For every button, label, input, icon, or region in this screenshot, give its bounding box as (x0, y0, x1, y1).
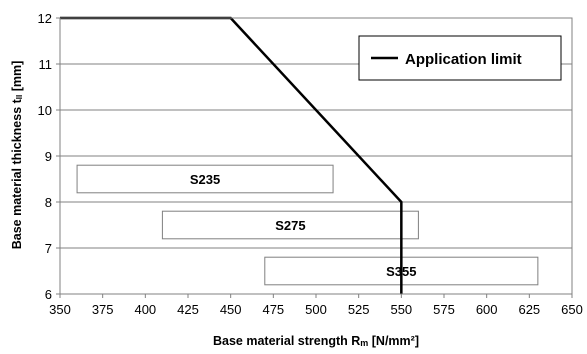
band-label-s235: S235 (190, 172, 220, 187)
y-tick-label: 9 (45, 149, 52, 164)
x-tick-label: 475 (262, 302, 284, 317)
x-tick-label: 525 (348, 302, 370, 317)
y-tick-label: 6 (45, 287, 52, 302)
x-axis-label: Base material strength Rm [N/mm²] (213, 334, 419, 348)
x-tick-labels: 350 375 400 425 450 475 500 525 550 575 600 625 650 (49, 294, 583, 317)
y-tick-label: 11 (39, 57, 53, 72)
x-tick-label: 375 (92, 302, 114, 317)
y-axis-label: Base material thickness tII [mm] (10, 61, 24, 250)
x-tick-label: 575 (433, 302, 455, 317)
x-tick-label: 650 (561, 302, 583, 317)
legend-label: Application limit (405, 51, 522, 68)
legend: Application limit (358, 35, 562, 81)
y-tick-label: 8 (45, 195, 52, 210)
band-label-s275: S275 (275, 218, 305, 233)
y-tick-label: 7 (45, 241, 52, 256)
x-tick-label: 550 (390, 302, 412, 317)
y-tick-labels: 6 7 8 9 10 11 12 (38, 11, 60, 302)
y-tick-label: 10 (38, 103, 52, 118)
x-tick-label: 600 (476, 302, 498, 317)
x-tick-label: 400 (134, 302, 156, 317)
y-tick-label: 12 (38, 11, 52, 26)
x-tick-label: 625 (518, 302, 540, 317)
x-tick-label: 500 (305, 302, 327, 317)
band-s235 (76, 164, 334, 194)
band-s275 (161, 210, 419, 240)
x-tick-label: 450 (220, 302, 242, 317)
x-tick-label: 350 (49, 302, 71, 317)
x-tick-label: 425 (177, 302, 199, 317)
